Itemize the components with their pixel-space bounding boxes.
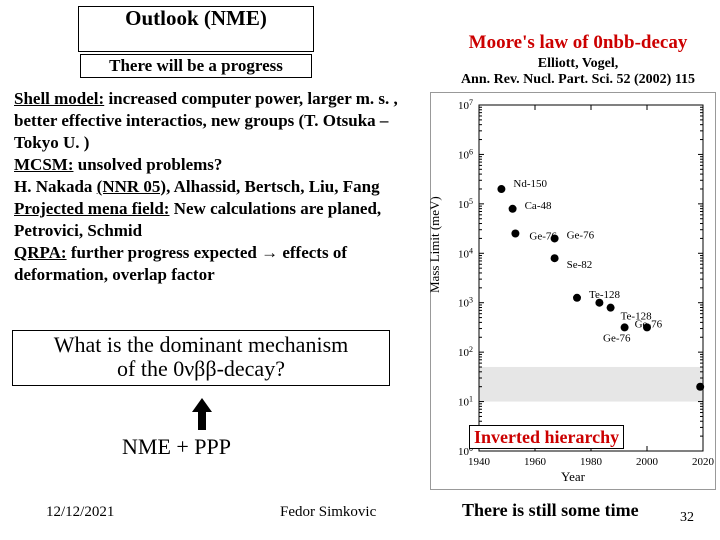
- shell-model-head: Shell model:: [14, 89, 104, 108]
- inverted-hierarchy-text: Inverted hierarchy: [474, 427, 619, 447]
- title-text: Outlook (NME): [125, 6, 267, 30]
- svg-text:107: 107: [458, 98, 473, 113]
- svg-text:Se-82: Se-82: [567, 259, 593, 271]
- author-text: Fedor Simkovic: [280, 504, 376, 521]
- nakada-u: (NNR 05),: [97, 177, 171, 196]
- inverted-hierarchy-box: Inverted hierarchy: [469, 425, 624, 449]
- title-box: Outlook (NME): [78, 6, 314, 52]
- svg-text:2020: 2020: [692, 456, 715, 468]
- svg-text:Te-128: Te-128: [589, 289, 620, 301]
- subtitle-box: There will be a progress: [80, 54, 312, 78]
- svg-text:1960: 1960: [524, 456, 547, 468]
- question-line2: of the 0νββ-decay?: [117, 356, 285, 381]
- svg-text:104: 104: [458, 246, 473, 260]
- question-box: What is the dominant mechanism of the 0ν…: [12, 330, 390, 386]
- date-text: 12/12/2021: [46, 504, 114, 521]
- y-axis-label: Mass Limit (meV): [427, 196, 443, 293]
- svg-text:Ge-76: Ge-76: [567, 229, 595, 241]
- pmf-head: Projected mena field:: [14, 199, 169, 218]
- svg-text:Nd-150: Nd-150: [513, 178, 547, 190]
- svg-text:Ca-48: Ca-48: [525, 200, 552, 212]
- svg-text:101: 101: [458, 394, 473, 409]
- citation-line1: Elliott, Vogel,: [538, 56, 619, 71]
- qrpa-head: QRPA:: [14, 243, 67, 262]
- mcsm-text: unsolved problems?: [73, 155, 222, 174]
- nakada-rest: Alhassid, Bertsch, Liu, Fang: [170, 177, 379, 196]
- citation-line2: Ann. Rev. Nucl. Part. Sci. 52 (2002) 115: [461, 72, 695, 87]
- page-number: 32: [680, 510, 694, 526]
- svg-text:2000: 2000: [636, 456, 659, 468]
- svg-text:1980: 1980: [580, 456, 603, 468]
- moore-chart: 1001011021031041051061071940196019802000…: [430, 92, 716, 490]
- nakada-pre: H. Nakada: [14, 177, 97, 196]
- svg-text:106: 106: [458, 147, 473, 162]
- svg-text:Ge-76: Ge-76: [603, 332, 631, 344]
- svg-text:105: 105: [458, 196, 473, 211]
- nme-ppp-text: NME + PPP: [122, 434, 231, 460]
- svg-text:102: 102: [458, 345, 473, 360]
- svg-text:1940: 1940: [468, 456, 491, 468]
- right-title: Moore's law of 0nbb-decay: [438, 32, 718, 54]
- time-note: There is still some time: [462, 500, 639, 521]
- body-text: Shell model: increased computer power, l…: [14, 88, 424, 286]
- citation: Elliott, Vogel, Ann. Rev. Nucl. Part. Sc…: [438, 56, 718, 88]
- slide-root: Outlook (NME) There will be a progress M…: [0, 0, 720, 540]
- up-arrow-icon: [192, 398, 212, 430]
- question-line1: What is the dominant mechanism: [54, 332, 349, 357]
- svg-text:103: 103: [458, 295, 473, 310]
- subtitle-text: There will be a progress: [109, 56, 283, 75]
- mcsm-head: MCSM:: [14, 155, 73, 174]
- x-axis-label: Year: [561, 469, 585, 485]
